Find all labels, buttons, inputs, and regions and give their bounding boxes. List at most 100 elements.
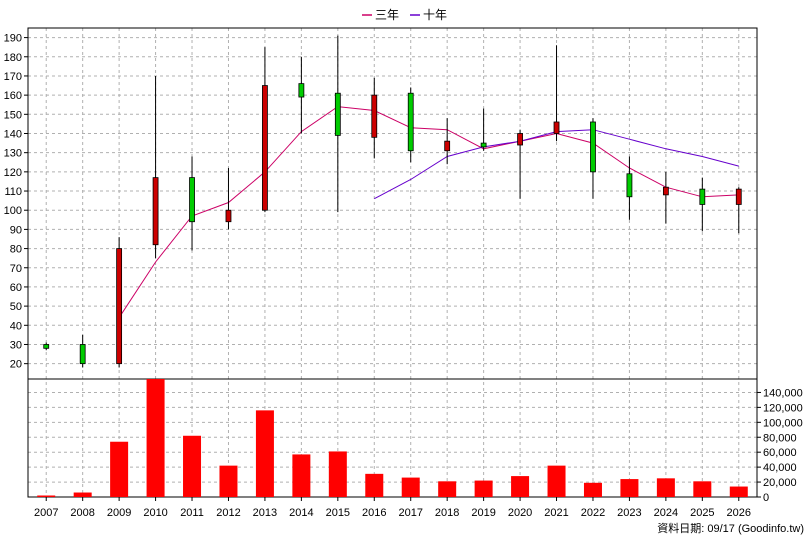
x-tick-label: 2017 [398,507,422,519]
x-tick-label: 2012 [216,507,240,519]
candle-body [79,344,86,365]
x-tick-label: 2025 [690,507,714,519]
volume-bar [110,441,129,497]
x-tick-label: 2011 [180,507,204,519]
volume-bar [37,495,56,497]
candle-body [371,94,378,138]
volume-tick-label: 120,000 [763,402,803,414]
price-tick-label: 170 [4,71,22,83]
x-tick-label: 2019 [471,507,495,519]
candle [517,129,523,199]
volume-frame [27,378,758,498]
volume-bar [292,454,311,497]
volume-tick-label: 80,000 [763,432,797,444]
x-tick-label: 2009 [107,507,131,519]
x-axis: 2007 2008 2009 2010 2011 2012 2013 2014 2015 2016… [34,497,751,519]
price-tick-label: 100 [4,205,22,217]
x-tick-label: 2015 [326,507,350,519]
price-tick-label: 110 [4,186,22,198]
price-tick-label: 90 [10,224,22,236]
price-tick-label: 180 [4,52,22,64]
volume-tick-label: 100,000 [763,417,803,429]
candle-body [553,121,560,134]
legend-item: 三年 [362,8,399,22]
candle [79,334,86,368]
price-tick-label: 130 [4,148,22,160]
volume-bar [328,451,347,497]
price-tick-label: 190 [4,33,22,45]
candle [334,35,341,213]
candle-body [735,188,742,205]
x-tick-label: 2013 [253,507,277,519]
x-tick-label: 2022 [581,507,605,519]
candle-body [262,85,268,211]
volume-tick-label: 60,000 [763,447,797,459]
candle [225,168,232,230]
volume-bar [73,492,92,497]
legend-label: 三年 [375,8,399,22]
candle [189,156,195,251]
legend: 三年 十年 [362,8,447,22]
candle [407,87,414,163]
candle [590,118,596,199]
price-panel: 20 30 40 50 60 70 80 90 100 110 120 130 140 150 160 170… [4,27,758,497]
candle-body [407,92,414,152]
candle-body [116,248,123,365]
volume-bar [365,473,384,497]
candle-body [189,177,195,223]
volume-bar [620,479,639,497]
legend-item: 十年 [410,8,447,22]
candle [444,118,451,165]
candle [116,237,123,368]
candle-body [590,121,596,173]
volume-bar [401,477,420,497]
candle [371,77,378,159]
price-tick-label: 80 [10,244,22,256]
price-tick-label: 140 [4,128,22,140]
candle-body [444,140,451,152]
volume-bar [656,478,675,497]
candle-body [225,209,232,223]
volume-tick-label: 40,000 [763,462,797,474]
candle [735,187,742,234]
price-tick-label: 120 [4,167,22,179]
candle-body [699,188,706,205]
volume-bar [474,480,493,497]
candle [262,47,268,213]
volume-bar [255,410,274,497]
candle [699,177,706,232]
ma-line-three-year [118,106,739,318]
volume-tick-label: 0 [763,492,769,504]
candle-body [662,186,669,196]
x-tick-label: 2023 [617,507,641,519]
price-tick-label: 50 [10,301,22,313]
x-tick-label: 2020 [508,507,532,519]
price-tick-label: 70 [10,263,22,275]
volume-bar [547,465,566,497]
candle-body [298,83,305,98]
candle [553,45,560,142]
candle-body [480,142,487,148]
candle-body [334,92,341,136]
candle [480,108,487,151]
candle [152,75,159,259]
price-tick-label: 30 [10,339,22,351]
x-tick-label: 2014 [289,507,313,519]
price-tick-label: 60 [10,282,22,294]
volume-bar [438,481,457,497]
candle-body [517,133,523,146]
volume-bar [146,379,165,497]
candle-body [152,177,159,246]
legend-label: 十年 [423,8,447,22]
x-tick-label: 2007 [34,507,58,519]
x-tick-label: 2021 [544,507,568,519]
footer-source: 資料日期: 09/17 (Goodinfo.tw) [657,521,804,535]
price-tick-label: 20 [10,359,22,371]
candle-body [43,344,50,349]
x-tick-label: 2010 [143,507,167,519]
x-tick-label: 2018 [435,507,459,519]
x-tick-label: 2008 [70,507,94,519]
volume-tick-label: 20,000 [763,477,797,489]
